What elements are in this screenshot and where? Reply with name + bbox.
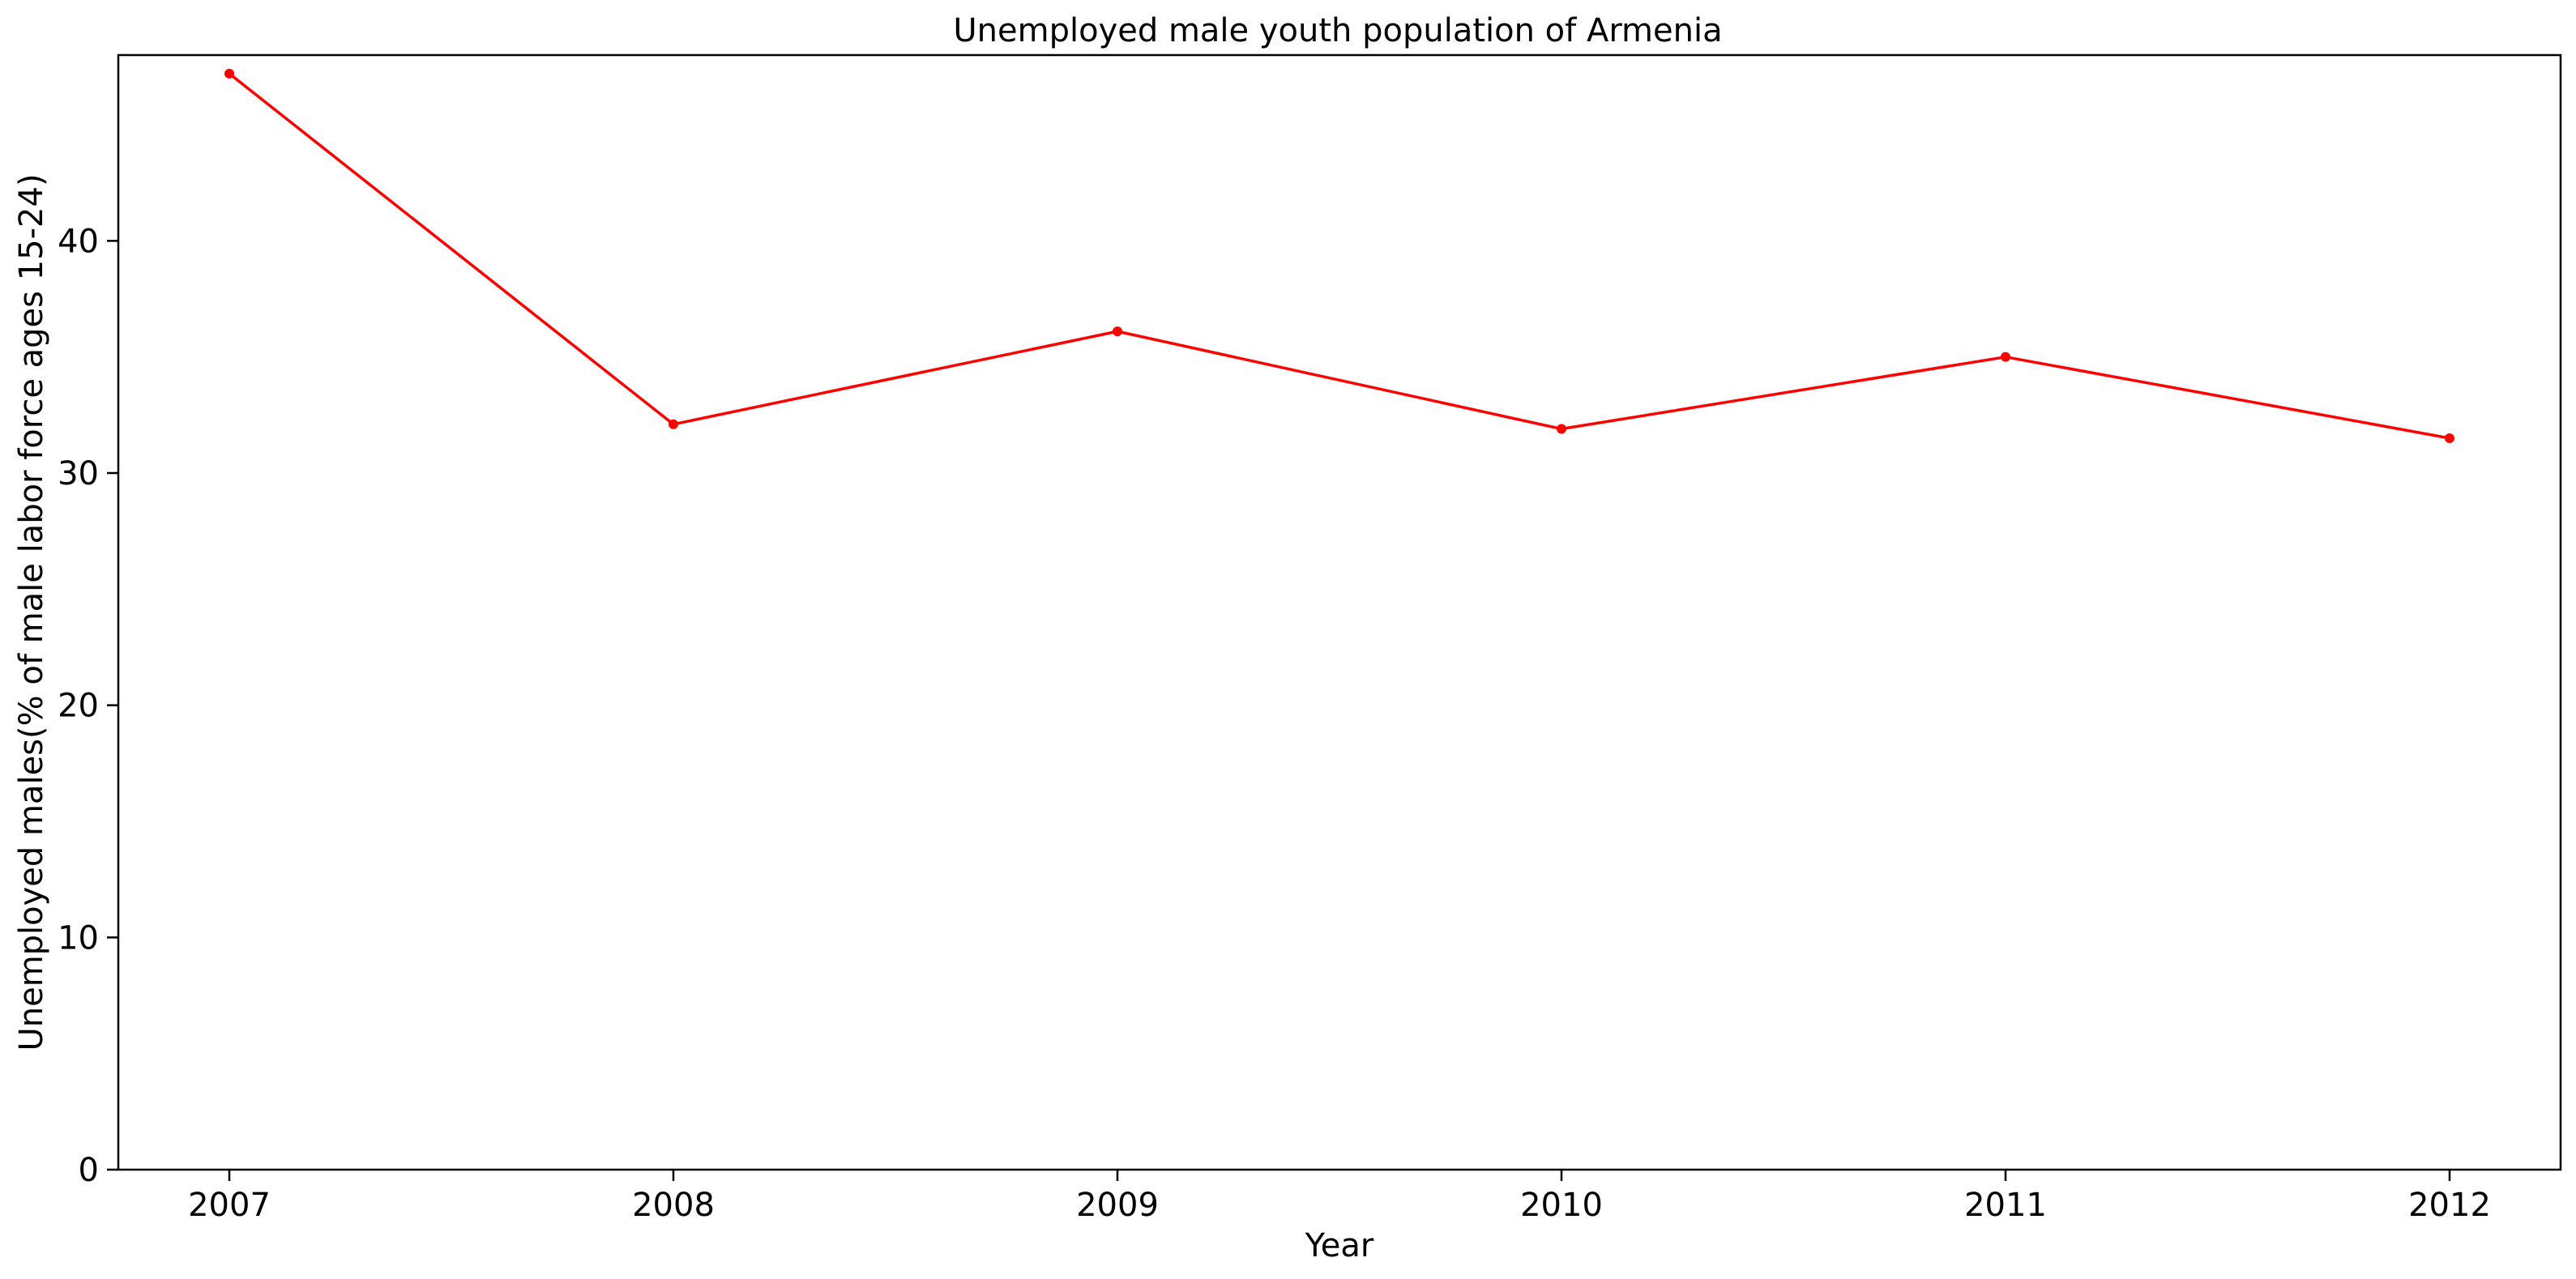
- y-axis-ticks: 0 10 20 30 40: [58, 223, 118, 1189]
- series-group: [224, 68, 2454, 443]
- data-point: [1557, 424, 1566, 434]
- x-tick-label: 2007: [188, 1187, 271, 1224]
- x-axis-label: Year: [1305, 1227, 1374, 1264]
- y-tick-label: 20: [58, 688, 99, 725]
- data-point: [2001, 352, 2010, 362]
- plot-frame: [117, 53, 2562, 1171]
- x-axis-ticks: 2007 2008 2009 2010 2011 2012: [188, 1170, 2491, 1224]
- data-point: [224, 68, 234, 79]
- data-point: [2445, 433, 2454, 443]
- y-tick-label: 0: [79, 1152, 99, 1189]
- x-tick-label: 2009: [1076, 1187, 1159, 1224]
- x-tick-label: 2012: [2408, 1187, 2491, 1224]
- x-tick-label: 2008: [632, 1187, 715, 1224]
- x-tick-label: 2011: [1964, 1187, 2047, 1224]
- data-point: [669, 419, 678, 429]
- series-line: [228, 72, 2451, 440]
- x-tick-label: 2010: [1520, 1187, 1603, 1224]
- y-tick-label: 40: [58, 223, 99, 260]
- y-tick-label: 30: [58, 455, 99, 492]
- y-tick-label: 10: [58, 919, 99, 957]
- y-axis-label: Unemployed males(% of male labor force a…: [13, 173, 50, 1051]
- chart-title: Unemployed male youth population of Arme…: [953, 12, 1722, 49]
- data-point: [1113, 326, 1122, 337]
